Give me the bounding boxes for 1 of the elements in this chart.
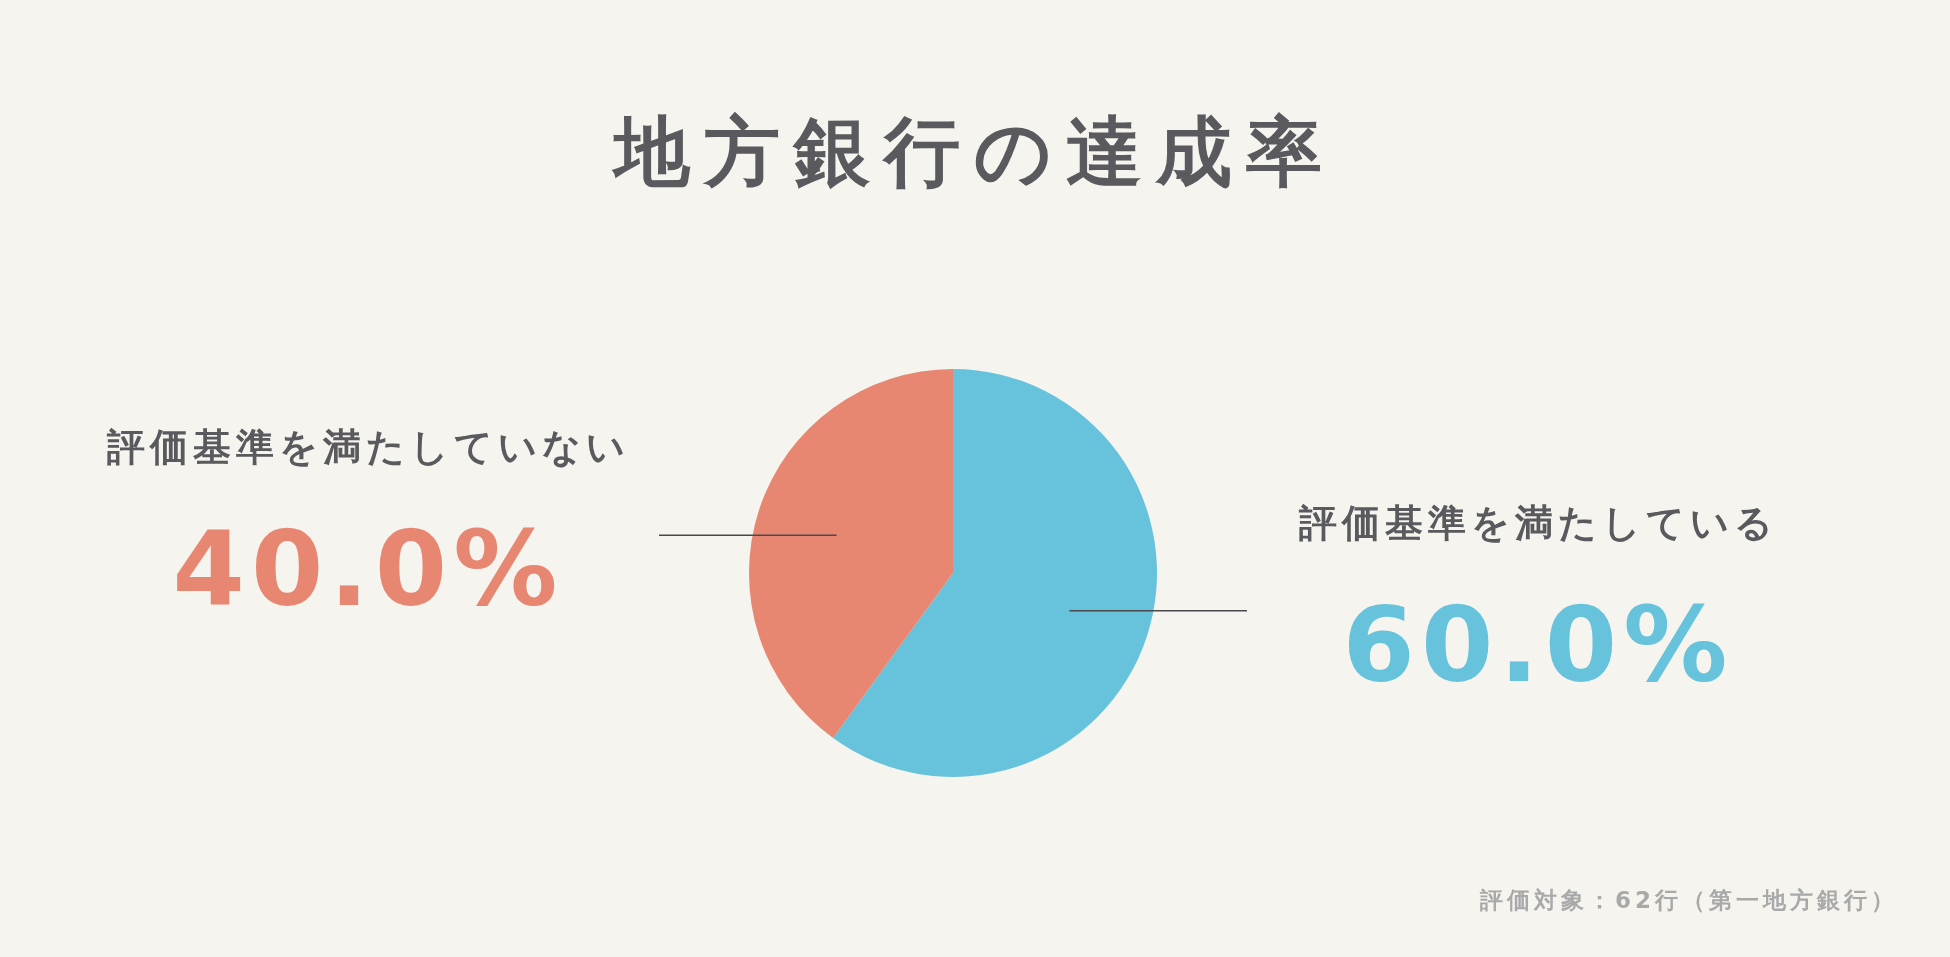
title: 地方銀行の達成率: [614, 107, 1336, 196]
